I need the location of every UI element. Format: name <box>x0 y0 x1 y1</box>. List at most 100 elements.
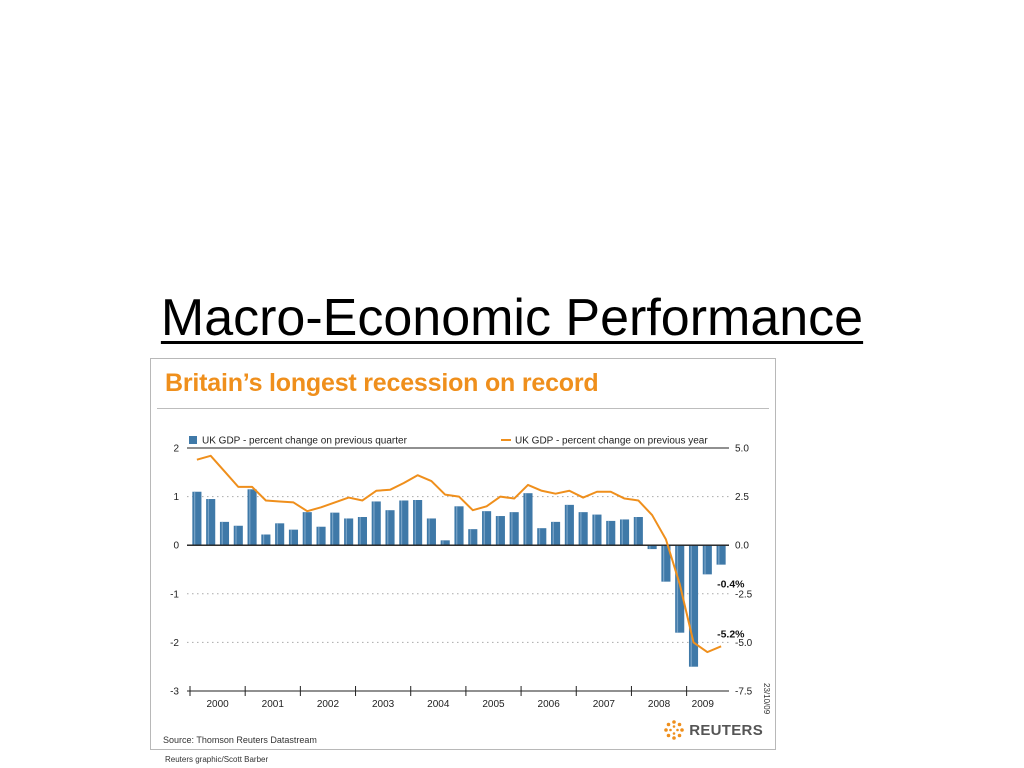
source-note: Source: Thomson Reuters Datastream <box>163 735 317 745</box>
gdp-quarter-bar <box>426 518 436 546</box>
right-tick-label: -2.5 <box>735 589 753 600</box>
bar-highlight <box>635 517 637 546</box>
gdp-quarter-bar <box>468 529 478 546</box>
gdp-quarter-bar <box>647 545 657 550</box>
reuters-logo: REUTERS <box>663 719 763 741</box>
bar-highlight <box>331 512 334 546</box>
gdp-quarter-bar <box>661 545 671 582</box>
gdp-quarter-bar <box>633 517 643 546</box>
bar-highlight <box>497 516 499 546</box>
year-label: 2000 <box>206 699 229 710</box>
gdp-quarter-bar <box>192 491 202 546</box>
title-divider <box>157 408 769 409</box>
gdp-quarter-bar <box>606 520 616 546</box>
gdp-quarter-bar <box>454 506 464 546</box>
bar-highlight <box>318 526 320 546</box>
bar-highlight <box>456 506 458 546</box>
year-label: 2007 <box>593 699 616 710</box>
bar-highlight <box>428 518 430 546</box>
right-tick-label: -7.5 <box>735 687 753 698</box>
gdp-quarter-bar <box>399 500 409 546</box>
bar-highlight <box>525 493 527 546</box>
slide-title-text: Macro-Economic Performance <box>160 289 864 347</box>
gdp-quarter-bar <box>523 493 533 546</box>
legend-bar-label: UK GDP - percent change on previous quar… <box>202 436 408 447</box>
bar-highlight <box>207 499 210 546</box>
gdp-quarter-bar <box>247 489 257 546</box>
gdp-quarter-bar <box>357 517 367 546</box>
left-tick-label: 1 <box>173 492 179 503</box>
bar-highlight <box>359 517 361 546</box>
gdp-quarter-bar <box>413 500 423 546</box>
gdp-quarter-bar <box>206 499 216 546</box>
gdp-quarter-bar <box>537 528 547 546</box>
gdp-quarter-bar <box>702 545 712 575</box>
date-stamp: 23/10/09 <box>762 683 771 715</box>
bar-highlight <box>663 545 665 582</box>
bar-highlight <box>345 518 348 546</box>
left-tick-label: 2 <box>173 444 179 455</box>
gdp-quarter-bar <box>440 540 450 546</box>
bar-highlight <box>552 521 554 546</box>
bar-highlight <box>511 512 513 546</box>
gdp-quarter-bar <box>619 519 630 546</box>
gdp-quarter-bar <box>592 514 602 546</box>
gdp-quarter-bar <box>288 529 299 546</box>
bar-highlight <box>373 501 375 546</box>
left-tick-label: -2 <box>170 638 179 649</box>
gdp-quarter-bar <box>482 511 492 546</box>
bar-highlight <box>304 512 306 546</box>
bar-highlight <box>580 512 582 546</box>
year-label: 2002 <box>317 699 340 710</box>
legend-bar-swatch <box>189 436 197 444</box>
bar-highlight <box>621 519 623 546</box>
gdp-quarter-bar <box>578 512 588 546</box>
right-tick-label: -5.0 <box>735 638 753 649</box>
bar-highlight <box>704 545 706 575</box>
annotation-year: -5.2% <box>717 628 745 640</box>
right-tick-label: 5.0 <box>735 444 749 455</box>
bar-highlight <box>538 528 541 546</box>
right-tick-label: 2.5 <box>735 492 749 503</box>
gdp-quarter-bar <box>330 512 340 546</box>
bar-highlight <box>400 500 403 546</box>
year-label: 2001 <box>262 699 285 710</box>
left-tick-label: -3 <box>170 687 179 698</box>
gdp-quarter-bar <box>371 501 381 546</box>
gdp-quarter-bar <box>716 545 726 565</box>
left-tick-label: 0 <box>173 541 179 552</box>
year-label: 2003 <box>372 699 395 710</box>
chart-panel: Britain’s longest recession on record 2 5… <box>150 358 776 750</box>
annotation-quarter: -0.4% <box>717 579 745 591</box>
bar-highlight <box>262 534 265 546</box>
bar-highlight <box>607 520 610 546</box>
legend-line-label: UK GDP - percent change on previous year <box>515 436 708 447</box>
bar-highlight <box>649 545 651 550</box>
bar-highlight <box>442 540 444 546</box>
bar-highlight <box>594 514 596 546</box>
left-tick-label: -1 <box>170 589 179 600</box>
bar-highlight <box>676 545 679 633</box>
year-label: 2006 <box>538 699 561 710</box>
chart-title: Britain’s longest recession on record <box>165 369 599 397</box>
year-label: 2004 <box>427 699 450 710</box>
gdp-quarter-bar <box>344 518 354 546</box>
gdp-quarter-bar <box>509 512 519 546</box>
bar-highlight <box>249 489 251 546</box>
bar-highlight <box>566 504 568 546</box>
gdp-quarter-bar <box>316 526 326 546</box>
gdp-quarter-bar <box>302 512 312 546</box>
year-label: 2008 <box>648 699 671 710</box>
gdp-quarter-bar <box>219 521 230 546</box>
bar-highlight <box>193 491 196 546</box>
bar-highlight <box>221 521 223 546</box>
graphic-credit: Reuters graphic/Scott Barber <box>165 755 269 764</box>
gdp-quarter-bar <box>495 516 505 546</box>
reuters-dots-icon <box>664 720 685 740</box>
gdp-quarter-bar <box>675 545 685 633</box>
logo-text: REUTERS <box>689 721 763 739</box>
bar-highlight <box>718 545 720 565</box>
bar-highlight <box>290 529 292 546</box>
bar-highlight <box>690 545 692 667</box>
gdp-quarter-bar <box>564 504 574 546</box>
